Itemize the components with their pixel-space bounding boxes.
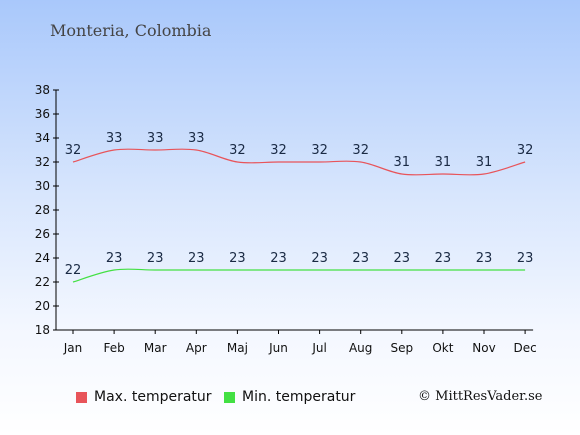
min-data-label: 23 — [188, 251, 205, 266]
min-data-label: 23 — [435, 251, 452, 266]
y-tick-label: 28 — [35, 203, 50, 217]
min-data-label: 23 — [270, 251, 287, 266]
max-data-label: 31 — [476, 155, 493, 170]
y-tick-label: 24 — [35, 251, 50, 265]
y-tick-label: 34 — [35, 131, 50, 145]
min-data-label: 23 — [147, 251, 164, 266]
min-temp-line — [72, 268, 526, 283]
min-data-label: 23 — [311, 251, 328, 266]
max-data-label: 32 — [229, 143, 246, 158]
legend-min-swatch — [224, 391, 235, 403]
x-tick-label: Jul — [311, 341, 326, 355]
min-data-label: 23 — [106, 251, 123, 266]
x-tick-label: Maj — [227, 341, 248, 355]
min-data-label: 23 — [352, 251, 369, 266]
legend-max-swatch — [76, 391, 87, 403]
x-tick-label: Apr — [186, 341, 207, 355]
x-tick-label: Jun — [268, 341, 288, 355]
max-data-label: 32 — [352, 143, 369, 158]
y-tick-label: 32 — [35, 155, 50, 169]
legend-min: Min. temperatur — [224, 389, 355, 405]
axes: 18 20 22 24 26 28 30 32 34 36 38 Jan Feb Mar Apr Maj Jun… — [35, 83, 537, 355]
max-data-label: 32 — [517, 143, 534, 158]
data-labels: 32 33 33 33 32 32 32 32 31 31 31 32 22 23 23 23 23 23 23 23… — [65, 131, 534, 278]
x-tick-label: Jan — [63, 341, 83, 355]
max-data-label: 33 — [106, 131, 123, 146]
max-data-label: 31 — [435, 155, 452, 170]
chart-title: Monteria, Colombia — [50, 21, 212, 40]
y-tick-label: 36 — [35, 107, 50, 121]
min-data-label: 22 — [65, 263, 82, 278]
max-data-label: 33 — [188, 131, 205, 146]
min-data-label: 23 — [476, 251, 493, 266]
y-tick-label: 20 — [35, 299, 50, 313]
x-tick-label: Aug — [349, 341, 372, 355]
x-tick-label: Feb — [103, 341, 124, 355]
x-tick-label: Sep — [390, 341, 413, 355]
x-tick-label: Mar — [144, 341, 167, 355]
max-data-label: 32 — [65, 143, 82, 158]
max-data-label: 33 — [147, 131, 164, 146]
y-tick-label: 22 — [35, 275, 50, 289]
x-tick-label: Nov — [472, 341, 495, 355]
copyright: © MittResVader.se — [418, 389, 543, 404]
min-data-label: 23 — [517, 251, 534, 266]
legend-max-label: Max. temperatur — [94, 389, 212, 405]
max-data-label: 31 — [394, 155, 411, 170]
max-data-label: 32 — [311, 143, 328, 158]
series — [72, 148, 526, 283]
y-tick-label: 30 — [35, 179, 50, 193]
max-temp-line — [72, 148, 526, 176]
y-tick-label: 38 — [35, 83, 50, 97]
y-tick-label: 26 — [35, 227, 50, 241]
min-data-label: 23 — [229, 251, 246, 266]
legend-min-label: Min. temperatur — [242, 389, 356, 405]
x-tick-label: Dec — [513, 341, 536, 355]
min-data-label: 23 — [394, 251, 411, 266]
legend-max: Max. temperatur — [76, 389, 212, 405]
y-tick-label: 18 — [35, 323, 50, 337]
x-tick-label: Okt — [432, 341, 453, 355]
max-data-label: 32 — [270, 143, 287, 158]
